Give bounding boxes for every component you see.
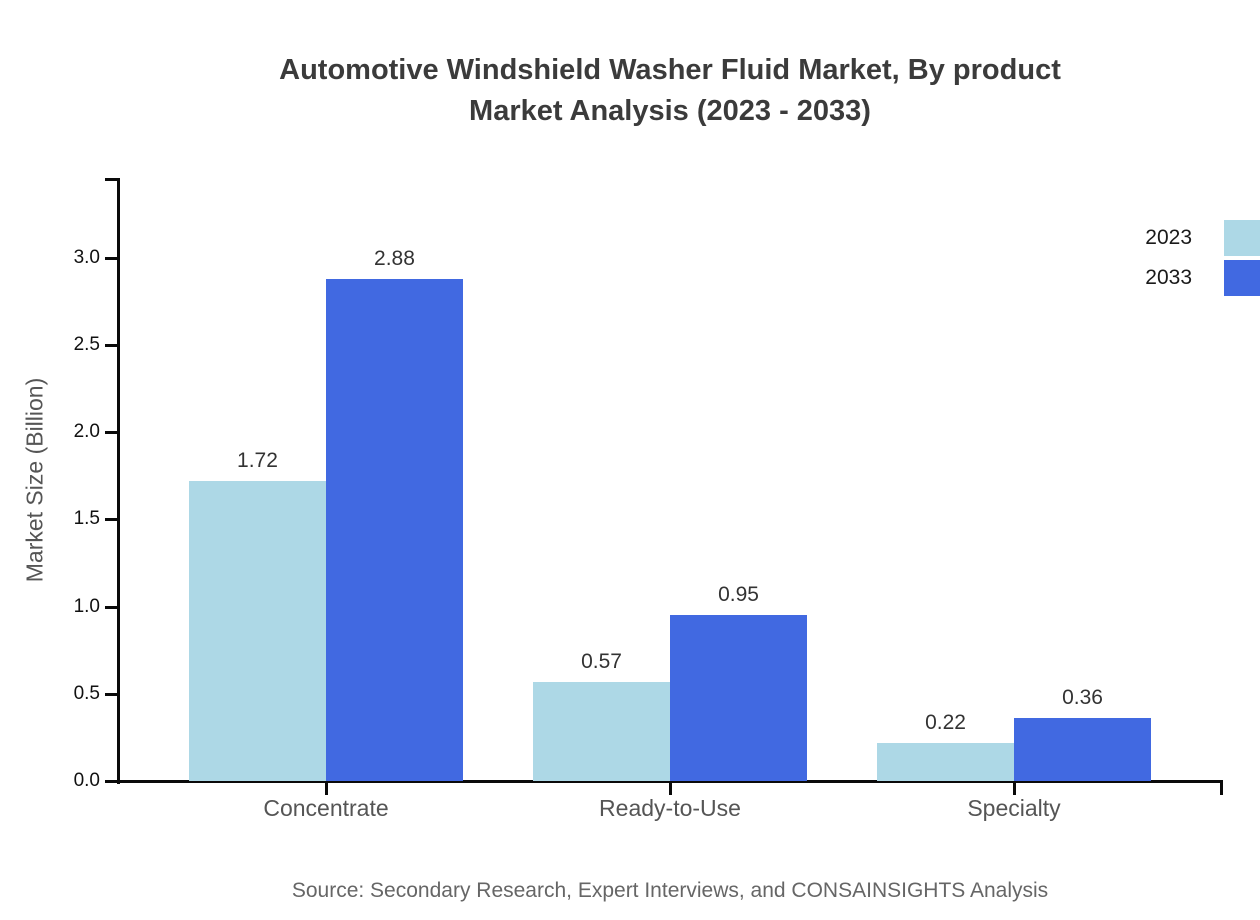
bar-2033-concentrate	[325, 278, 463, 781]
x-tick-mark	[669, 780, 672, 795]
y-tick-label: 2.0	[73, 421, 100, 443]
y-axis-title: Market Size (Billion)	[21, 377, 48, 583]
y-tick-label: 1.5	[73, 508, 100, 530]
x-axis-end-tick	[1220, 780, 1223, 795]
x-tick-mark	[324, 780, 328, 795]
y-tick-mark	[105, 518, 117, 522]
source-note: Source: Secondary Research, Expert Inter…	[291, 879, 1049, 902]
bar-value-label: 0.36	[1062, 686, 1103, 710]
y-tick-mark	[105, 256, 117, 260]
y-tick-mark	[105, 343, 117, 347]
y-tick-label: 1.0	[73, 595, 100, 617]
bar-value-label: 2.88	[374, 246, 415, 270]
bar-value-label: 1.72	[237, 448, 278, 472]
y-tick-label: 3.0	[73, 246, 100, 268]
x-category-label: Specialty	[967, 795, 1061, 821]
y-tick-mark	[105, 605, 117, 609]
chart-title-line2: Market Analysis (2023 - 2033)	[469, 95, 871, 127]
legend-swatch	[1224, 259, 1260, 296]
y-tick-mark	[105, 692, 117, 696]
x-tick-mark	[1013, 780, 1016, 795]
bar-value-label: 0.95	[718, 583, 759, 607]
y-tick-mark	[105, 780, 117, 783]
bar-2033-ready-to-use	[670, 615, 807, 781]
bar-2033-specialty	[1014, 718, 1151, 781]
y-tick-label: 2.5	[73, 333, 100, 355]
chart-title-line1: Automotive Windshield Washer Fluid Marke…	[279, 54, 1061, 86]
legend-item-2033: 2033	[1040, 259, 1260, 296]
legend-swatch	[1224, 220, 1260, 256]
bar-value-label: 0.57	[581, 649, 622, 673]
bar-2023-ready-to-use	[533, 681, 670, 781]
bar-value-label: 0.22	[925, 710, 966, 734]
legend-label: 2023	[1145, 226, 1192, 249]
x-category-label: Ready-to-Use	[599, 795, 741, 821]
y-tick-label: 0.0	[73, 770, 100, 791]
bar-2023-specialty	[877, 742, 1014, 781]
y-axis-line	[117, 178, 120, 784]
y-axis-end-tick	[105, 178, 117, 181]
chart-title: Automotive Windshield Washer Fluid Marke…	[80, 50, 1260, 132]
y-tick-mark	[105, 431, 117, 435]
y-tick-label: 0.5	[73, 682, 100, 704]
x-category-label: Concentrate	[263, 795, 389, 821]
legend-item-2023: 2023	[1040, 220, 1260, 256]
legend-label: 2033	[1145, 265, 1192, 289]
bar-2023-concentrate	[188, 480, 326, 781]
